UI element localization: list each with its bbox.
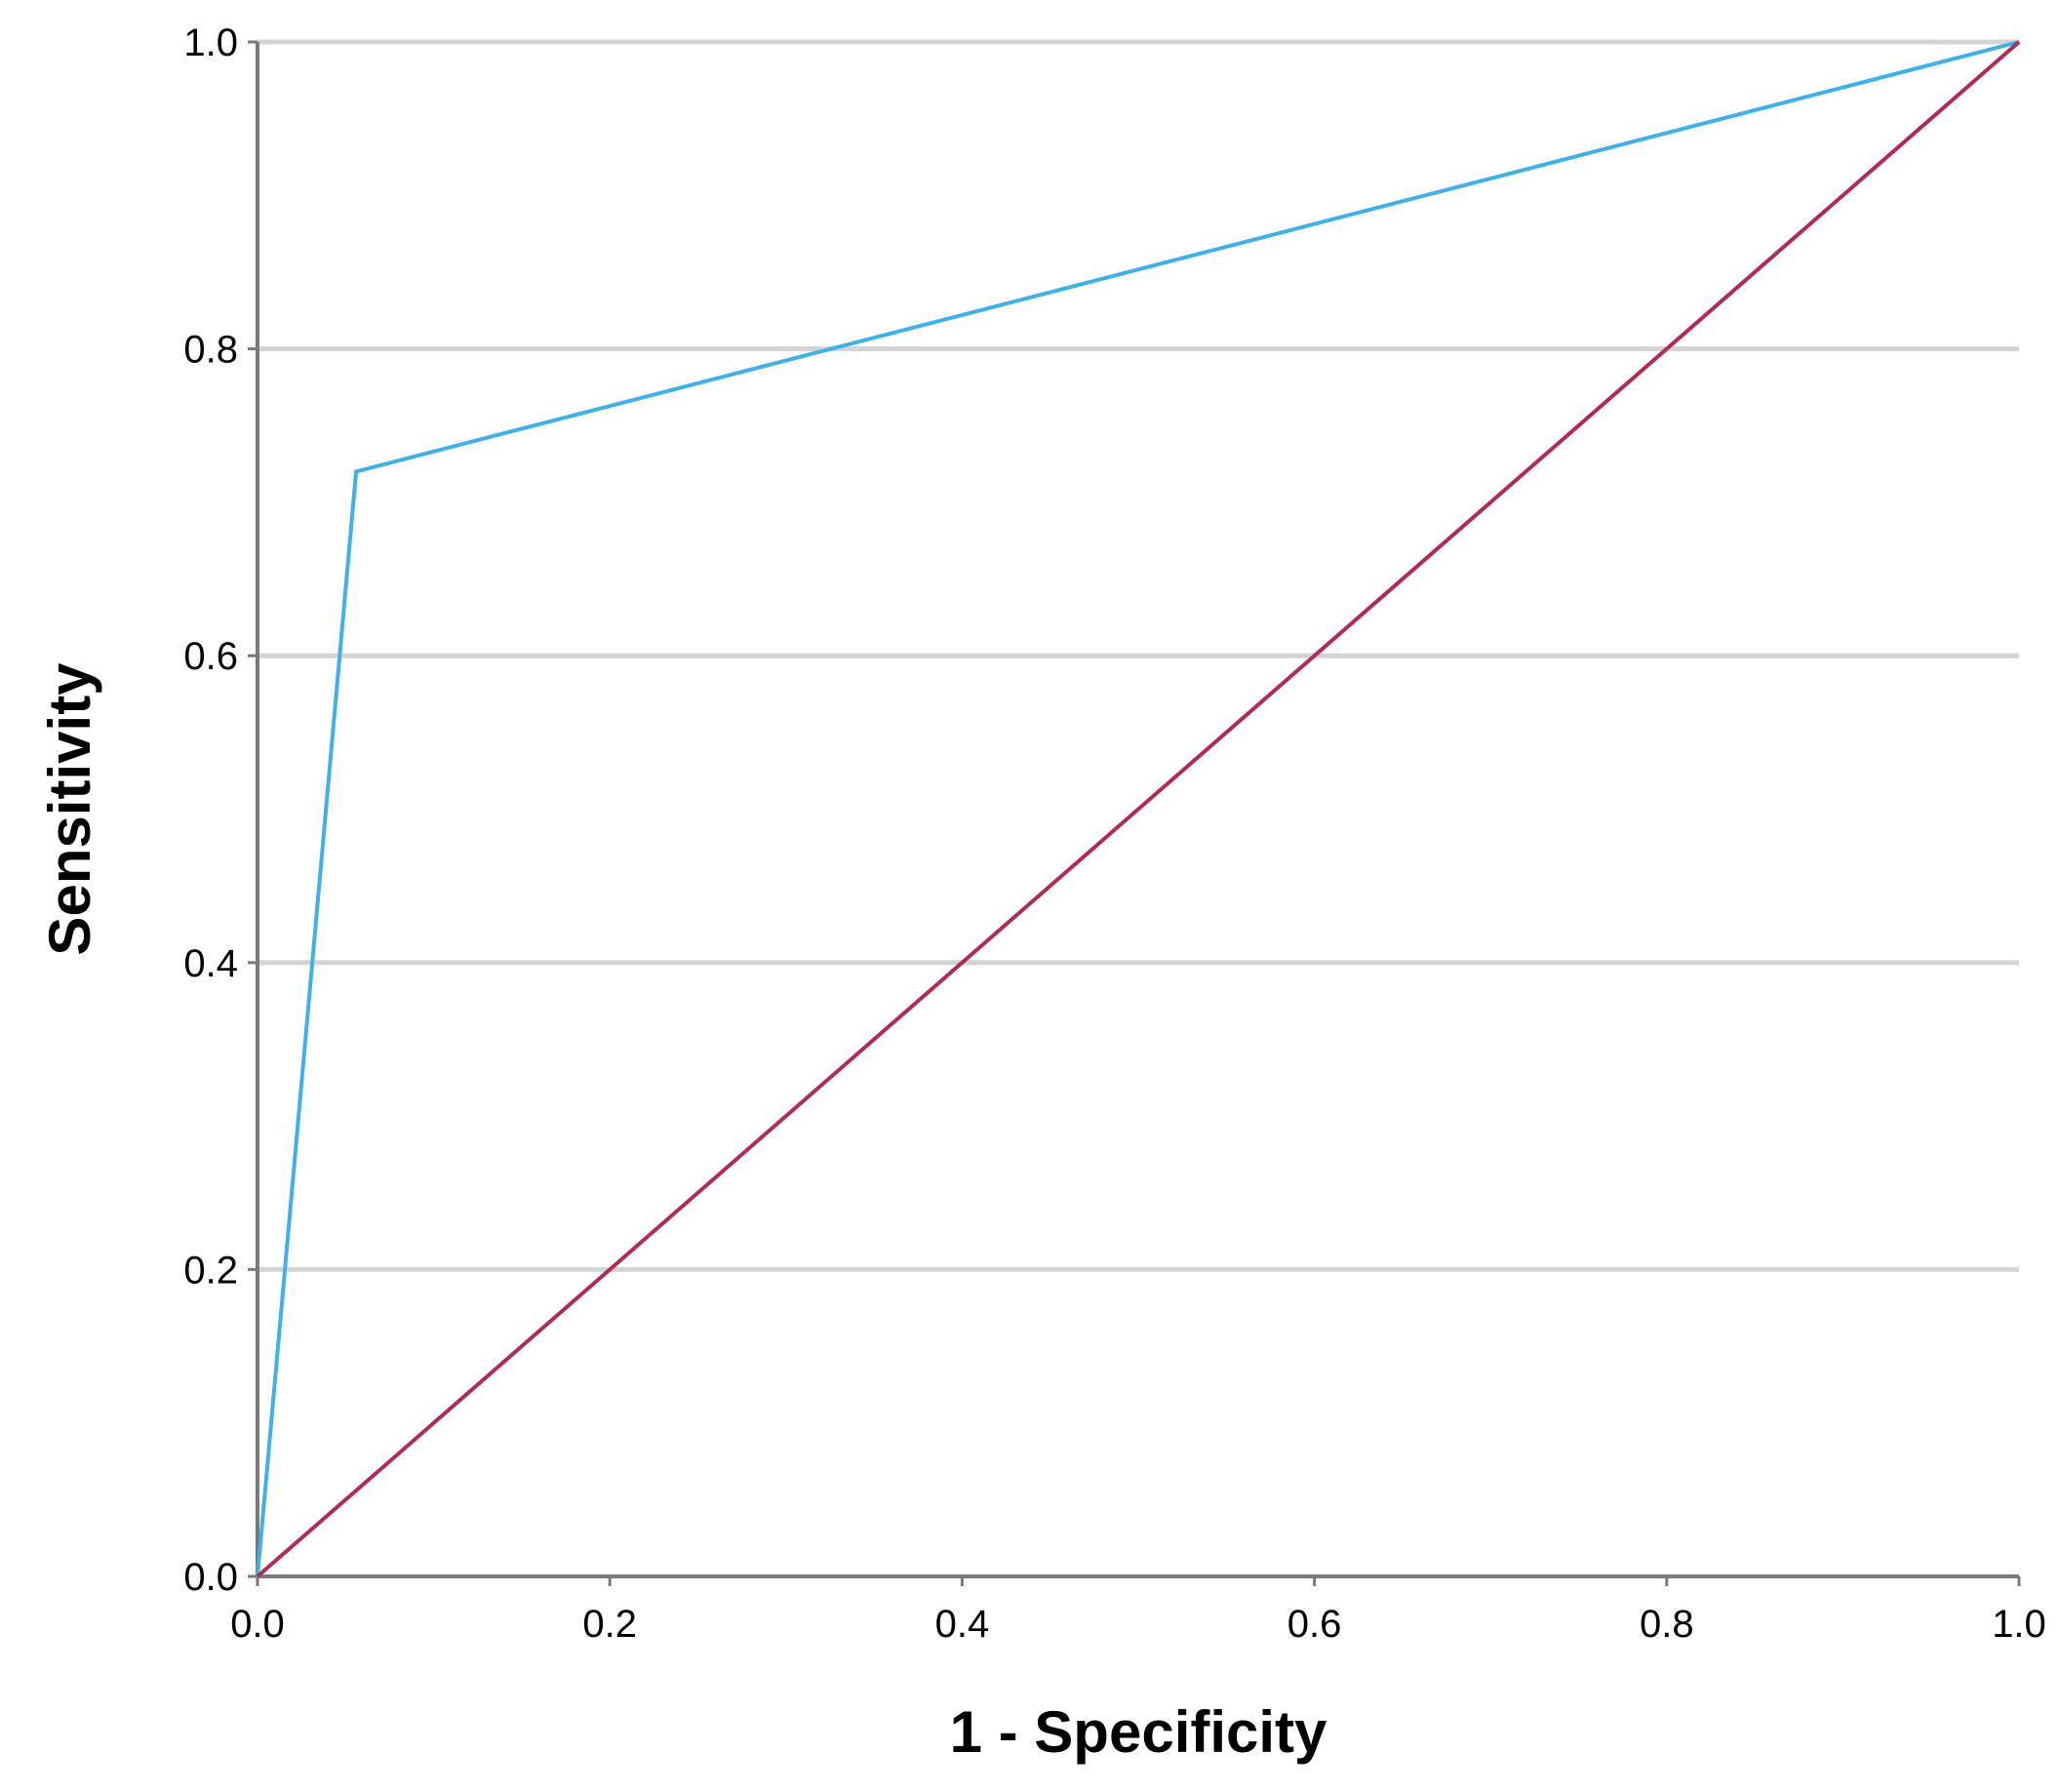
grid-lines — [258, 39, 2019, 1272]
x-tick-label-0: 0.0 — [230, 1603, 285, 1646]
series-lines — [256, 40, 2021, 1578]
x-axis-title: 1 - Specificity — [950, 1699, 1327, 1765]
series-line-0 — [256, 40, 2020, 1577]
y-tick-label-1: 0.2 — [183, 1249, 238, 1292]
x-tick-label-5: 1.0 — [1992, 1603, 2046, 1646]
y-tick-label-2: 0.4 — [183, 942, 238, 985]
x-tick-labels: 0.0 0.2 0.4 0.6 0.8 1.0 — [230, 1603, 2046, 1646]
x-tick-label-3: 0.6 — [1288, 1603, 1342, 1646]
y-axis-title: Sensitivity — [37, 662, 102, 956]
series-line-1 — [256, 40, 2021, 1578]
y-tick-label-4: 0.8 — [183, 329, 238, 372]
axes — [248, 40, 2021, 1586]
y-tick-label-5: 1.0 — [183, 21, 238, 64]
x-tick-label-4: 0.8 — [1640, 1603, 1694, 1646]
y-tick-label-0: 0.0 — [183, 1556, 238, 1599]
y-tick-labels: 0.0 0.2 0.4 0.6 0.8 1.0 — [183, 21, 238, 1599]
x-tick-label-1: 0.2 — [582, 1603, 637, 1646]
y-tick-label-3: 0.6 — [183, 635, 238, 678]
x-tick-label-2: 0.4 — [935, 1603, 990, 1646]
